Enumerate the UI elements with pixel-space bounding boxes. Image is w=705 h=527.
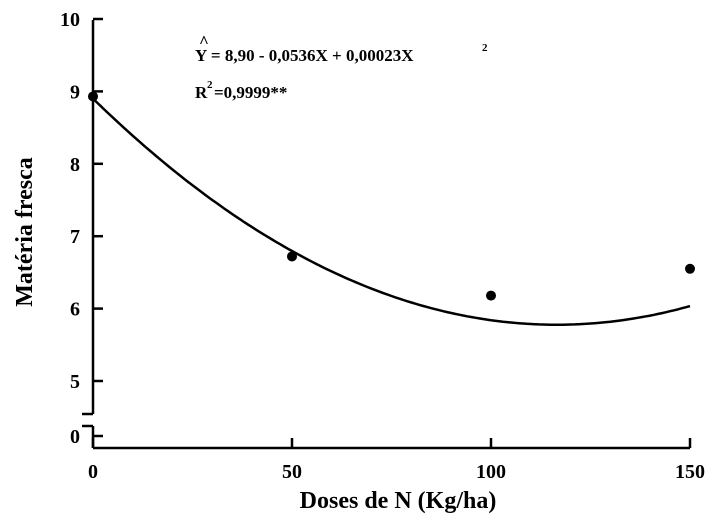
data-point [287,251,297,262]
x-tick-label: 150 [675,461,705,483]
y-axis-title: Matéria fresca [12,157,38,306]
y-ticks: 0 5 6 7 8 9 10 [60,9,103,448]
y-tick-label: 0 [70,426,80,448]
x-tick-label: 50 [282,461,302,483]
x-ticks: 0 50 100 150 [88,438,705,483]
x-axis-title: Doses de N (Kg/ha) [300,488,497,514]
y-tick-label: 6 [70,299,80,321]
equation-hat: ^ [199,32,209,51]
r-squared-superscript: 2 [207,79,213,91]
x-tick-label: 0 [88,461,98,483]
data-points [88,91,695,301]
y-tick-label: 10 [60,9,80,31]
fit-curve [92,97,691,326]
equation-annotation: ^ Y = 8,90 - 0,0536X + 0,00023X 2 [195,32,488,65]
data-point [685,263,695,274]
r-squared-base: R [195,83,208,102]
r-squared-value: =0,9999** [214,83,287,102]
equation-superscript: 2 [482,42,488,54]
data-point [88,91,98,102]
y-tick-label: 7 [70,226,80,248]
y-tick-label: 5 [70,371,80,393]
r-squared-annotation: R 2 =0,9999** [195,79,287,102]
y-tick-label: 8 [70,154,80,176]
y-tick-label: 9 [70,81,80,103]
x-tick-label: 100 [476,461,506,483]
x-axis: 0 50 100 150 [88,438,705,483]
equation-text: Y = 8,90 - 0,0536X + 0,00023X [195,46,414,65]
y-axis: 0 5 6 7 8 9 10 [60,9,103,448]
data-point [486,290,496,301]
